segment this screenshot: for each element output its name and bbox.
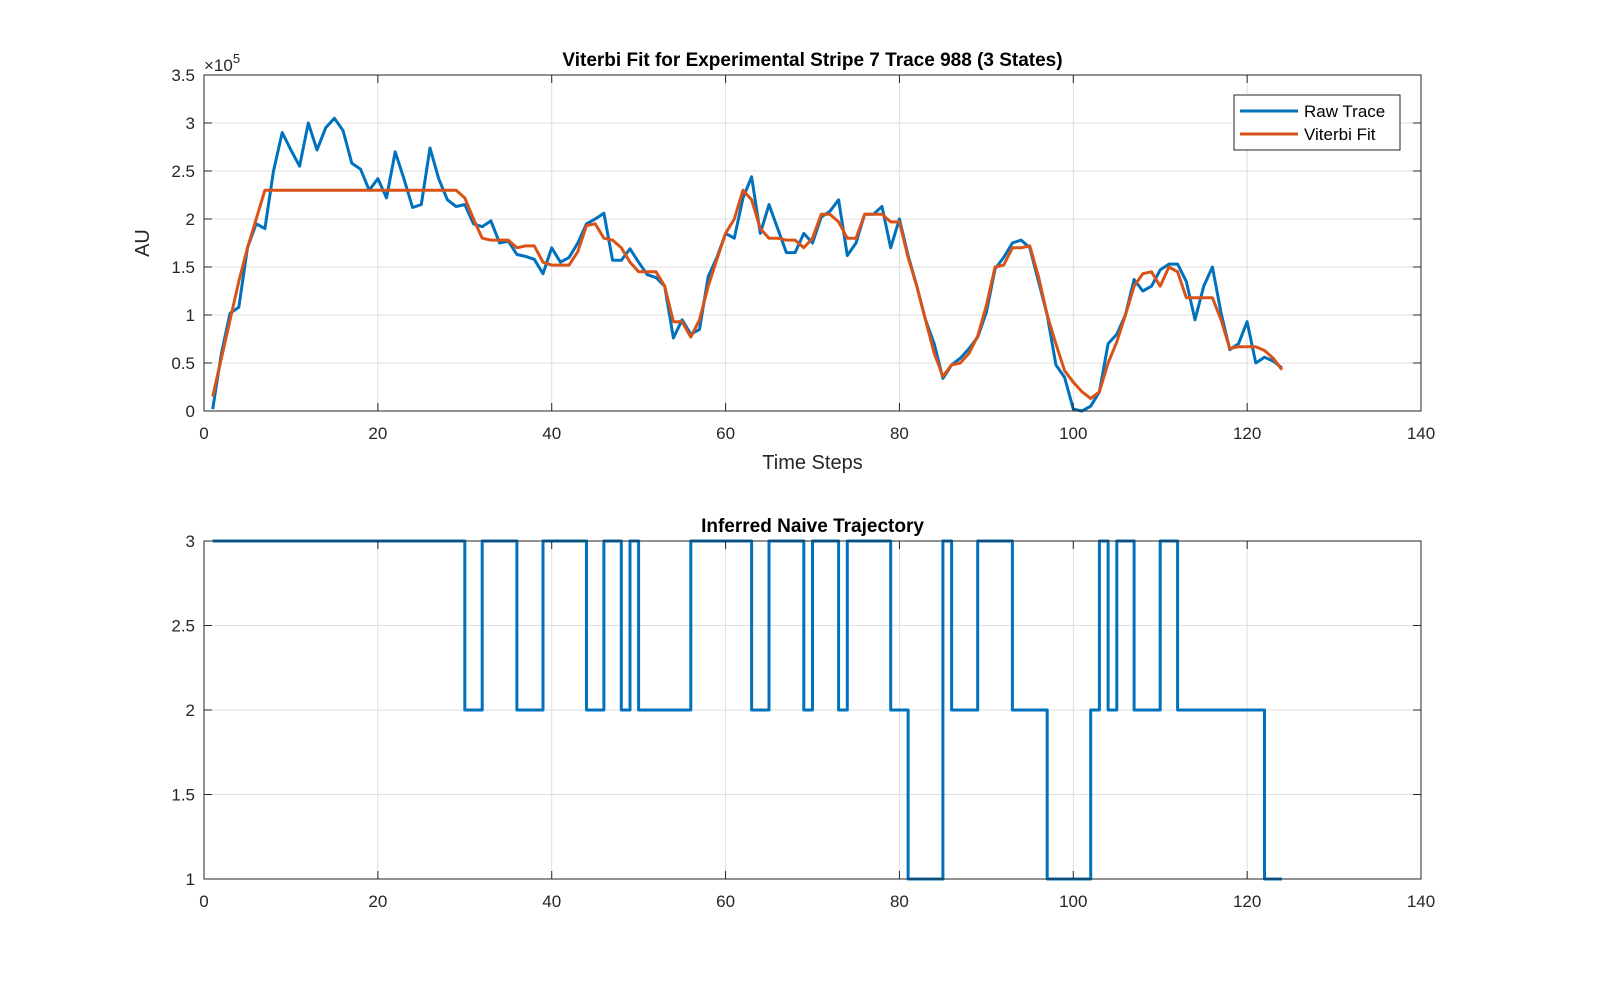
legend-label-raw-trace: Raw Trace [1304,102,1385,121]
legend-box [1233,94,1401,151]
plot-series [212,539,1282,881]
y-tick-label: 3 [186,532,195,551]
x-tick-label: 40 [542,892,561,911]
y-tick-label: 3.5 [171,66,195,85]
y-axis-label: AU [132,229,154,257]
tick-marks: 0 20 40 60 80 100 120 140 0 0.5 1 1.5 2 2.5 3 3.5 [171,66,1435,443]
y-tick-label: 0.5 [171,354,195,373]
x-tick-label: 120 [1233,892,1261,911]
x-tick-label: 140 [1407,892,1435,911]
y-tick-label: 2 [186,210,195,229]
y-tick-label: 1 [186,306,195,325]
plot-series [211,116,1284,413]
x-tick-label: 120 [1233,424,1261,443]
x-tick-label: 140 [1407,424,1435,443]
x-tick-label: 100 [1059,892,1087,911]
y-tick-label: 1.5 [171,786,195,805]
x-tick-label: 20 [368,424,387,443]
y-tick-label: 3 [186,114,195,133]
y-exponent-base: ×10 [204,56,233,75]
y-tick-label: 1.5 [171,258,195,277]
x-tick-label: 40 [542,424,561,443]
x-tick-label: 80 [890,892,909,911]
x-tick-label: 0 [199,424,208,443]
x-tick-label: 0 [199,892,208,911]
x-tick-label: 60 [716,424,735,443]
axes-frame [203,74,1422,412]
y-tick-label: 2.5 [171,617,195,636]
legend-label-viterbi-fit: Viterbi Fit [1304,125,1376,144]
y-tick-label: 0 [186,402,195,421]
tick-marks: 0 20 40 60 80 100 120 140 1 1.5 2 2.5 3 [171,532,1435,911]
x-axis-label: Time Steps [762,452,862,474]
chart-title: Viterbi Fit for Experimental Stripe 7 Tr… [562,50,1062,71]
x-tick-label: 20 [368,892,387,911]
trajectory-axes: 0 20 40 60 80 100 120 140 1 1.5 2 2.5 3 Inferred Nai… [171,516,1435,911]
y-exponent-label: ×105 [204,51,240,75]
y-tick-label: 1 [186,870,195,889]
x-tick-label: 80 [890,424,909,443]
y-exponent-power: 5 [233,51,240,66]
x-tick-label: 60 [716,892,735,911]
series-line-viterbi-fit [211,188,1284,400]
legend: Raw Trace Viterbi Fit [1233,94,1401,151]
y-tick-label: 2 [186,701,195,720]
series-line-raw-trace [211,116,1283,413]
x-tick-label: 100 [1059,424,1087,443]
grid-lines [203,74,1422,412]
y-tick-label: 2.5 [171,162,195,181]
chart-title: Inferred Naive Trajectory [701,516,924,537]
viterbi-fit-axes: 0 20 40 60 80 100 120 140 0 0.5 1 1.5 2 2.5 3 3.5 Viter… [132,50,1435,474]
series-line-state [212,539,1282,881]
